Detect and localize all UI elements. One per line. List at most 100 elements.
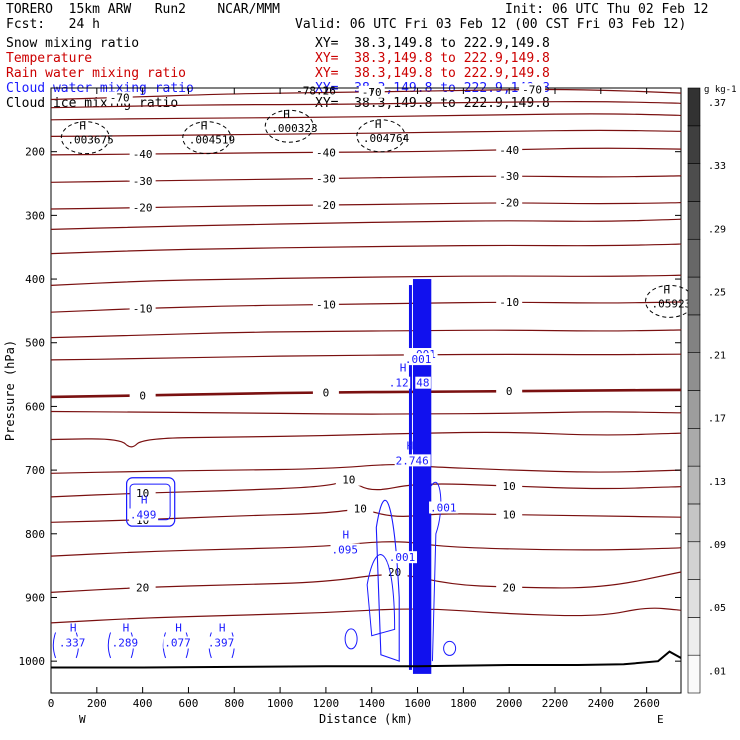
colorbar-tick-label: .13 <box>708 477 726 488</box>
y-tick-label: 400 <box>25 273 45 286</box>
colorbar-tick-label: .09 <box>708 540 726 551</box>
cloud-water-label-mask <box>415 376 431 389</box>
temperature-contour-label: -70 <box>522 83 542 96</box>
temperature-contour-label: 20 <box>503 581 516 594</box>
model-title: TORERO 15km ARW Run2 NCAR/MMM <box>6 2 280 17</box>
cloud-water-label-mask <box>429 501 459 514</box>
contour-label-mask <box>129 487 156 500</box>
colorbar-swatch <box>687 352 701 391</box>
contour-label-mask <box>519 83 546 96</box>
cloud-water-max-marker: H <box>343 529 350 542</box>
contour-label-mask <box>312 146 339 159</box>
temperature-contour-label: 10 <box>136 487 149 500</box>
cloud-water-label-mask <box>128 508 159 521</box>
colorbar-unit: g kg-1 <box>704 85 737 95</box>
colorbar-tick-label: .05 <box>708 603 726 614</box>
field-name-2: Rain water mixing ratio <box>6 66 187 81</box>
cloud-water-contour <box>430 481 442 662</box>
cloud-water-max-marker: H <box>219 622 226 635</box>
max-marker-label: H <box>79 120 86 133</box>
contour-label-mask <box>312 298 339 311</box>
contour-label-mask <box>129 389 156 402</box>
x-tick-label: 800 <box>224 697 244 710</box>
colorbar-tick-label: .29 <box>708 224 726 235</box>
x-end-label-east: E <box>657 713 664 726</box>
max-marker-value: .004519 <box>189 134 235 147</box>
valid-time: Valid: 06 UTC Fri 03 Feb 12 (00 CST Fri … <box>295 17 687 32</box>
colorbar-swatch <box>687 579 701 618</box>
temperature-contour-label: -10 <box>133 302 153 315</box>
temperature-contour <box>50 129 682 137</box>
colorbar-swatch <box>687 163 701 202</box>
cloud-water-max-value: .499 <box>130 509 157 522</box>
y-tick-label: 700 <box>25 464 45 477</box>
contour-label-mask <box>381 566 408 578</box>
convective-column <box>412 279 432 674</box>
temperature-contour <box>50 243 682 255</box>
cloud-water-max-value: .397 <box>208 637 235 650</box>
colorbar-tick-label: .21 <box>708 351 726 362</box>
temperature-contour-label: -40 <box>316 146 336 159</box>
y-tick-label: 800 <box>25 528 45 541</box>
colorbar-swatch <box>687 654 701 694</box>
contour-label-mask <box>496 508 523 521</box>
colorbar-swatch <box>687 314 701 353</box>
cloud-water-contour <box>366 554 396 637</box>
cloud-water-max-value: .001 <box>430 501 457 514</box>
x-tick-label: 2000 <box>496 697 523 710</box>
contour-label-mask <box>496 480 523 493</box>
x-tick-label: 600 <box>179 697 199 710</box>
temperature-contour-label: -30 <box>316 172 336 185</box>
cloud-water-max-marker: H <box>400 362 407 375</box>
max-marker-label: H <box>283 108 290 121</box>
top-temperature-label: -78.26 <box>296 84 336 97</box>
x-axis-title: Distance (km) <box>319 712 413 726</box>
max-marker-value: .003675 <box>67 134 113 147</box>
temperature-contour-label: -30 <box>133 175 153 188</box>
contour-label-mask <box>496 295 523 308</box>
contour-label-mask <box>347 502 374 515</box>
cloud-water-label-mask <box>394 454 431 467</box>
y-tick-label: 500 <box>25 337 45 350</box>
colorbar-swatch <box>687 201 701 240</box>
y-axis-title: Pressure (hPa) <box>3 340 17 441</box>
cloud-water-contour <box>443 640 457 656</box>
max-marker-label: H <box>664 283 671 296</box>
contour-label-mask <box>312 199 339 212</box>
cloud-water-max-value: .289 <box>112 637 139 650</box>
snow-dashed-contour <box>182 121 232 155</box>
colorbar-swatch <box>687 541 701 580</box>
cloud-water-label-mask <box>330 543 360 556</box>
cloud-water-max-value: 48 <box>416 377 429 390</box>
colorbar-swatch <box>687 465 701 505</box>
x-tick-label: 1200 <box>313 697 340 710</box>
cloud-water-max-value: 2.746 <box>396 454 429 467</box>
snow-dashed-contour <box>60 121 110 155</box>
cloud-water-contour <box>125 477 176 527</box>
colorbar-tick-label: .17 <box>708 414 726 425</box>
temperature-contour <box>50 101 682 109</box>
temperature-contour-label: 10 <box>354 502 367 515</box>
colorbar-swatch <box>687 125 701 164</box>
cloud-water-label-mask <box>403 353 434 366</box>
temperature-contour-label: 20 <box>136 581 149 594</box>
field-name-0: Snow mixing ratio <box>6 36 140 51</box>
cloud-water-label-mask <box>206 636 237 649</box>
temperature-contour <box>50 607 682 624</box>
temperature-contour-label: 0 <box>506 385 513 398</box>
field-xy-0: XY= 38.3,149.8 to 222.9,149.8 <box>315 36 550 51</box>
cloud-water-label-mask <box>387 551 417 564</box>
contour-label-mask <box>129 201 156 214</box>
convective-column-edge <box>408 285 412 670</box>
x-tick-label: 1600 <box>404 697 431 710</box>
cloud-water-max-value: .095 <box>332 544 359 557</box>
contour-label-mask <box>106 91 133 104</box>
snow-dashed-contour <box>264 109 314 143</box>
cloud-water-max-value: .077 <box>164 637 191 650</box>
x-tick-label: 1800 <box>450 697 477 710</box>
x-tick-label: 2200 <box>542 697 569 710</box>
x-tick-label: 0 <box>48 697 55 710</box>
cloud-water-max-value: .337 <box>59 637 85 650</box>
contour-label-mask <box>496 385 523 398</box>
contour-label-mask <box>129 148 156 161</box>
